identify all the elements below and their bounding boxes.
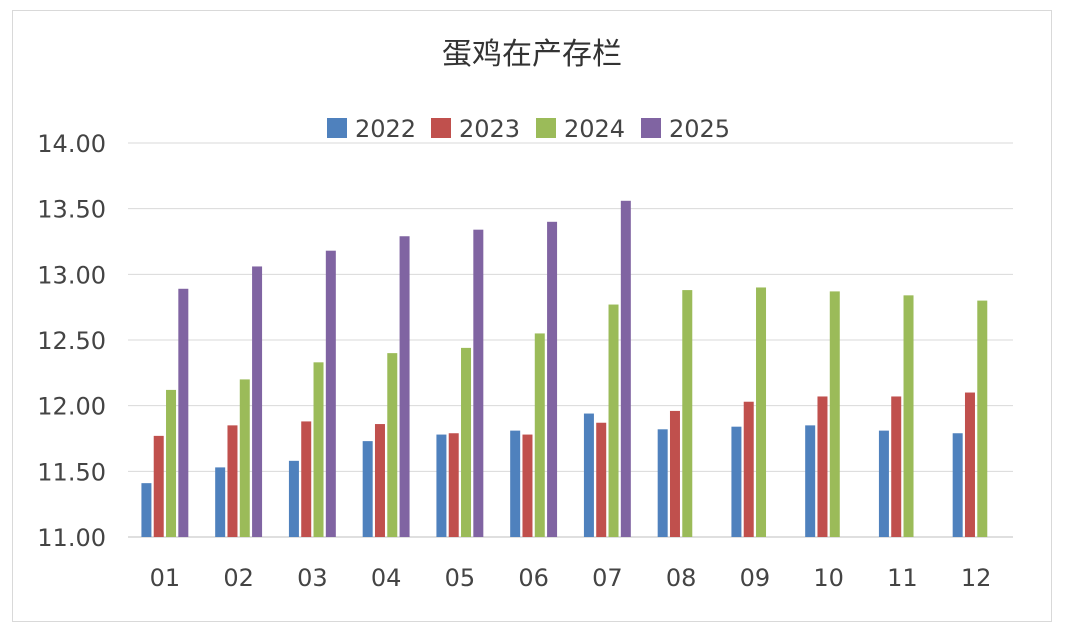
bar-2023-11 bbox=[891, 396, 902, 537]
bar-2024-02 bbox=[239, 379, 250, 537]
bar-2022-08 bbox=[657, 429, 668, 537]
legend-label: 2022 bbox=[355, 115, 416, 143]
x-tick-label: 09 bbox=[740, 564, 771, 592]
bar-2024-09 bbox=[756, 287, 767, 537]
bar-2023-02 bbox=[227, 425, 238, 537]
bar-2024-01 bbox=[166, 389, 177, 537]
legend-swatch-2024 bbox=[536, 118, 556, 138]
bar-2024-04 bbox=[387, 353, 398, 537]
bar-2022-06 bbox=[510, 430, 521, 537]
bar-2022-05 bbox=[436, 434, 447, 537]
y-tick-labels: 11.00 11.50 12.00 12.50 13.00 13.50 14.00 bbox=[37, 130, 106, 552]
bar-2024-05 bbox=[461, 347, 472, 537]
bar-2025-01 bbox=[178, 288, 189, 537]
bar-2025-05 bbox=[473, 229, 484, 537]
y-tick-label: 14.00 bbox=[37, 130, 106, 158]
x-tick-label: 03 bbox=[297, 564, 328, 592]
bar-2022-02 bbox=[215, 467, 226, 537]
bar-2023-05 bbox=[448, 433, 459, 537]
bar-2024-08 bbox=[682, 290, 693, 537]
x-tick-label: 12 bbox=[961, 564, 992, 592]
x-tick-label: 02 bbox=[223, 564, 254, 592]
bar-2024-03 bbox=[313, 362, 324, 537]
y-tick-label: 12.50 bbox=[37, 327, 106, 355]
legend-swatch-2025 bbox=[641, 118, 661, 138]
bar-2022-07 bbox=[583, 413, 594, 537]
bar-2022-04 bbox=[362, 441, 373, 537]
bar-2025-03 bbox=[325, 250, 336, 537]
x-tick-labels: 01 02 03 04 05 06 07 08 09 10 11 12 bbox=[150, 564, 992, 592]
bar-2024-11 bbox=[903, 295, 914, 537]
chart-title: 蛋鸡在产存栏 bbox=[442, 37, 622, 72]
x-tick-label: 10 bbox=[813, 564, 844, 592]
bar-2025-02 bbox=[252, 266, 263, 537]
bar-2023-07 bbox=[596, 422, 607, 537]
x-tick-label: 05 bbox=[445, 564, 476, 592]
bar-2022-09 bbox=[731, 426, 742, 537]
legend-swatch-2022 bbox=[327, 118, 347, 138]
x-tick-label: 01 bbox=[150, 564, 181, 592]
bar-2023-03 bbox=[301, 421, 312, 537]
bar-2022-12 bbox=[952, 433, 963, 537]
bar-2023-08 bbox=[669, 410, 680, 537]
bar-2022-11 bbox=[878, 430, 889, 537]
bar-2024-07 bbox=[608, 304, 619, 537]
legend: 2022 2023 2024 2025 bbox=[327, 115, 730, 143]
bar-2025-06 bbox=[547, 221, 558, 538]
legend-label: 2023 bbox=[459, 115, 520, 143]
bar-2024-06 bbox=[534, 333, 545, 537]
grid-lines bbox=[128, 142, 1013, 538]
bar-2022-01 bbox=[141, 483, 152, 537]
x-tick-label: 08 bbox=[666, 564, 697, 592]
x-tick-label: 07 bbox=[592, 564, 623, 592]
bar-2024-12 bbox=[977, 300, 988, 537]
y-tick-label: 11.00 bbox=[37, 524, 106, 552]
bar-2024-10 bbox=[829, 291, 840, 537]
y-tick-label: 11.50 bbox=[37, 458, 106, 486]
legend-label: 2025 bbox=[669, 115, 730, 143]
bar-2022-10 bbox=[805, 425, 816, 537]
bars bbox=[141, 200, 988, 538]
x-tick-label: 06 bbox=[518, 564, 549, 592]
x-tick-label: 11 bbox=[887, 564, 918, 592]
y-tick-label: 13.00 bbox=[37, 261, 106, 289]
bar-2023-10 bbox=[817, 396, 828, 537]
bar-2023-06 bbox=[522, 434, 533, 537]
bar-2023-12 bbox=[964, 392, 975, 537]
bar-2023-04 bbox=[374, 424, 385, 537]
bar-2025-04 bbox=[399, 236, 410, 537]
bar-2023-01 bbox=[153, 435, 164, 537]
bar-2025-07 bbox=[620, 200, 631, 537]
legend-swatch-2023 bbox=[431, 118, 451, 138]
y-tick-label: 13.50 bbox=[37, 196, 106, 224]
bar-2023-09 bbox=[743, 401, 754, 537]
legend-label: 2024 bbox=[564, 115, 625, 143]
y-tick-label: 12.00 bbox=[37, 393, 106, 421]
x-tick-label: 04 bbox=[371, 564, 402, 592]
bar-2022-03 bbox=[288, 460, 299, 537]
